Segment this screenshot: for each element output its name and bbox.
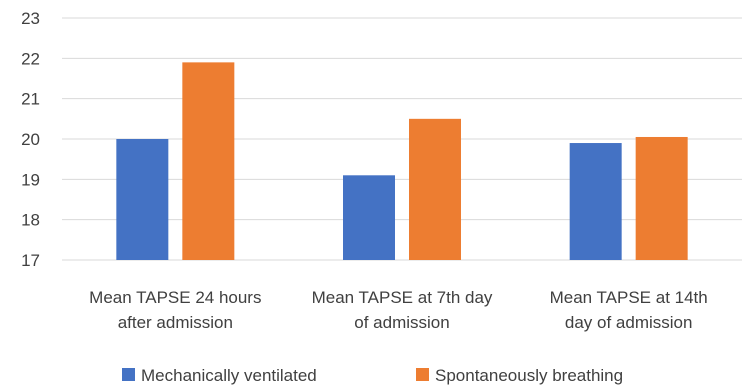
y-tick-label: 18 bbox=[21, 211, 40, 230]
x-category-label: day of admission bbox=[565, 313, 693, 332]
bars bbox=[116, 62, 688, 260]
bar-mechanically-ventilated bbox=[343, 175, 395, 260]
x-category-label: after admission bbox=[118, 313, 233, 332]
bar-spontaneously-breathing bbox=[635, 136, 688, 260]
bar-mechanically-ventilated bbox=[116, 139, 169, 260]
y-tick-label: 20 bbox=[21, 130, 40, 149]
y-tick-label: 21 bbox=[21, 90, 40, 109]
legend-label: Mechanically ventilated bbox=[141, 366, 317, 385]
y-tick-label: 19 bbox=[21, 170, 40, 189]
x-category-label: of admission bbox=[354, 313, 449, 332]
x-category-label: Mean TAPSE at 14th bbox=[550, 288, 708, 307]
y-tick-label: 17 bbox=[21, 251, 40, 270]
bar-mechanically-ventilated bbox=[569, 143, 622, 260]
gridlines bbox=[62, 17, 742, 261]
legend: Mechanically ventilated Spontaneously bre… bbox=[122, 366, 623, 385]
y-axis-ticks: 17 18 19 20 21 22 23 bbox=[21, 9, 40, 270]
y-tick-label: 22 bbox=[21, 49, 40, 68]
x-axis-labels: Mean TAPSE 24 hours after admission Mean T… bbox=[89, 288, 708, 332]
x-category-label: Mean TAPSE 24 hours bbox=[89, 288, 261, 307]
legend-label: Spontaneously breathing bbox=[435, 366, 623, 385]
bar-spontaneously-breathing bbox=[409, 118, 461, 260]
legend-swatch bbox=[416, 368, 429, 381]
bar-spontaneously-breathing bbox=[182, 62, 235, 260]
legend-swatch bbox=[122, 368, 135, 381]
x-category-label: Mean TAPSE at 7th day bbox=[312, 288, 493, 307]
y-tick-label: 23 bbox=[21, 9, 40, 28]
